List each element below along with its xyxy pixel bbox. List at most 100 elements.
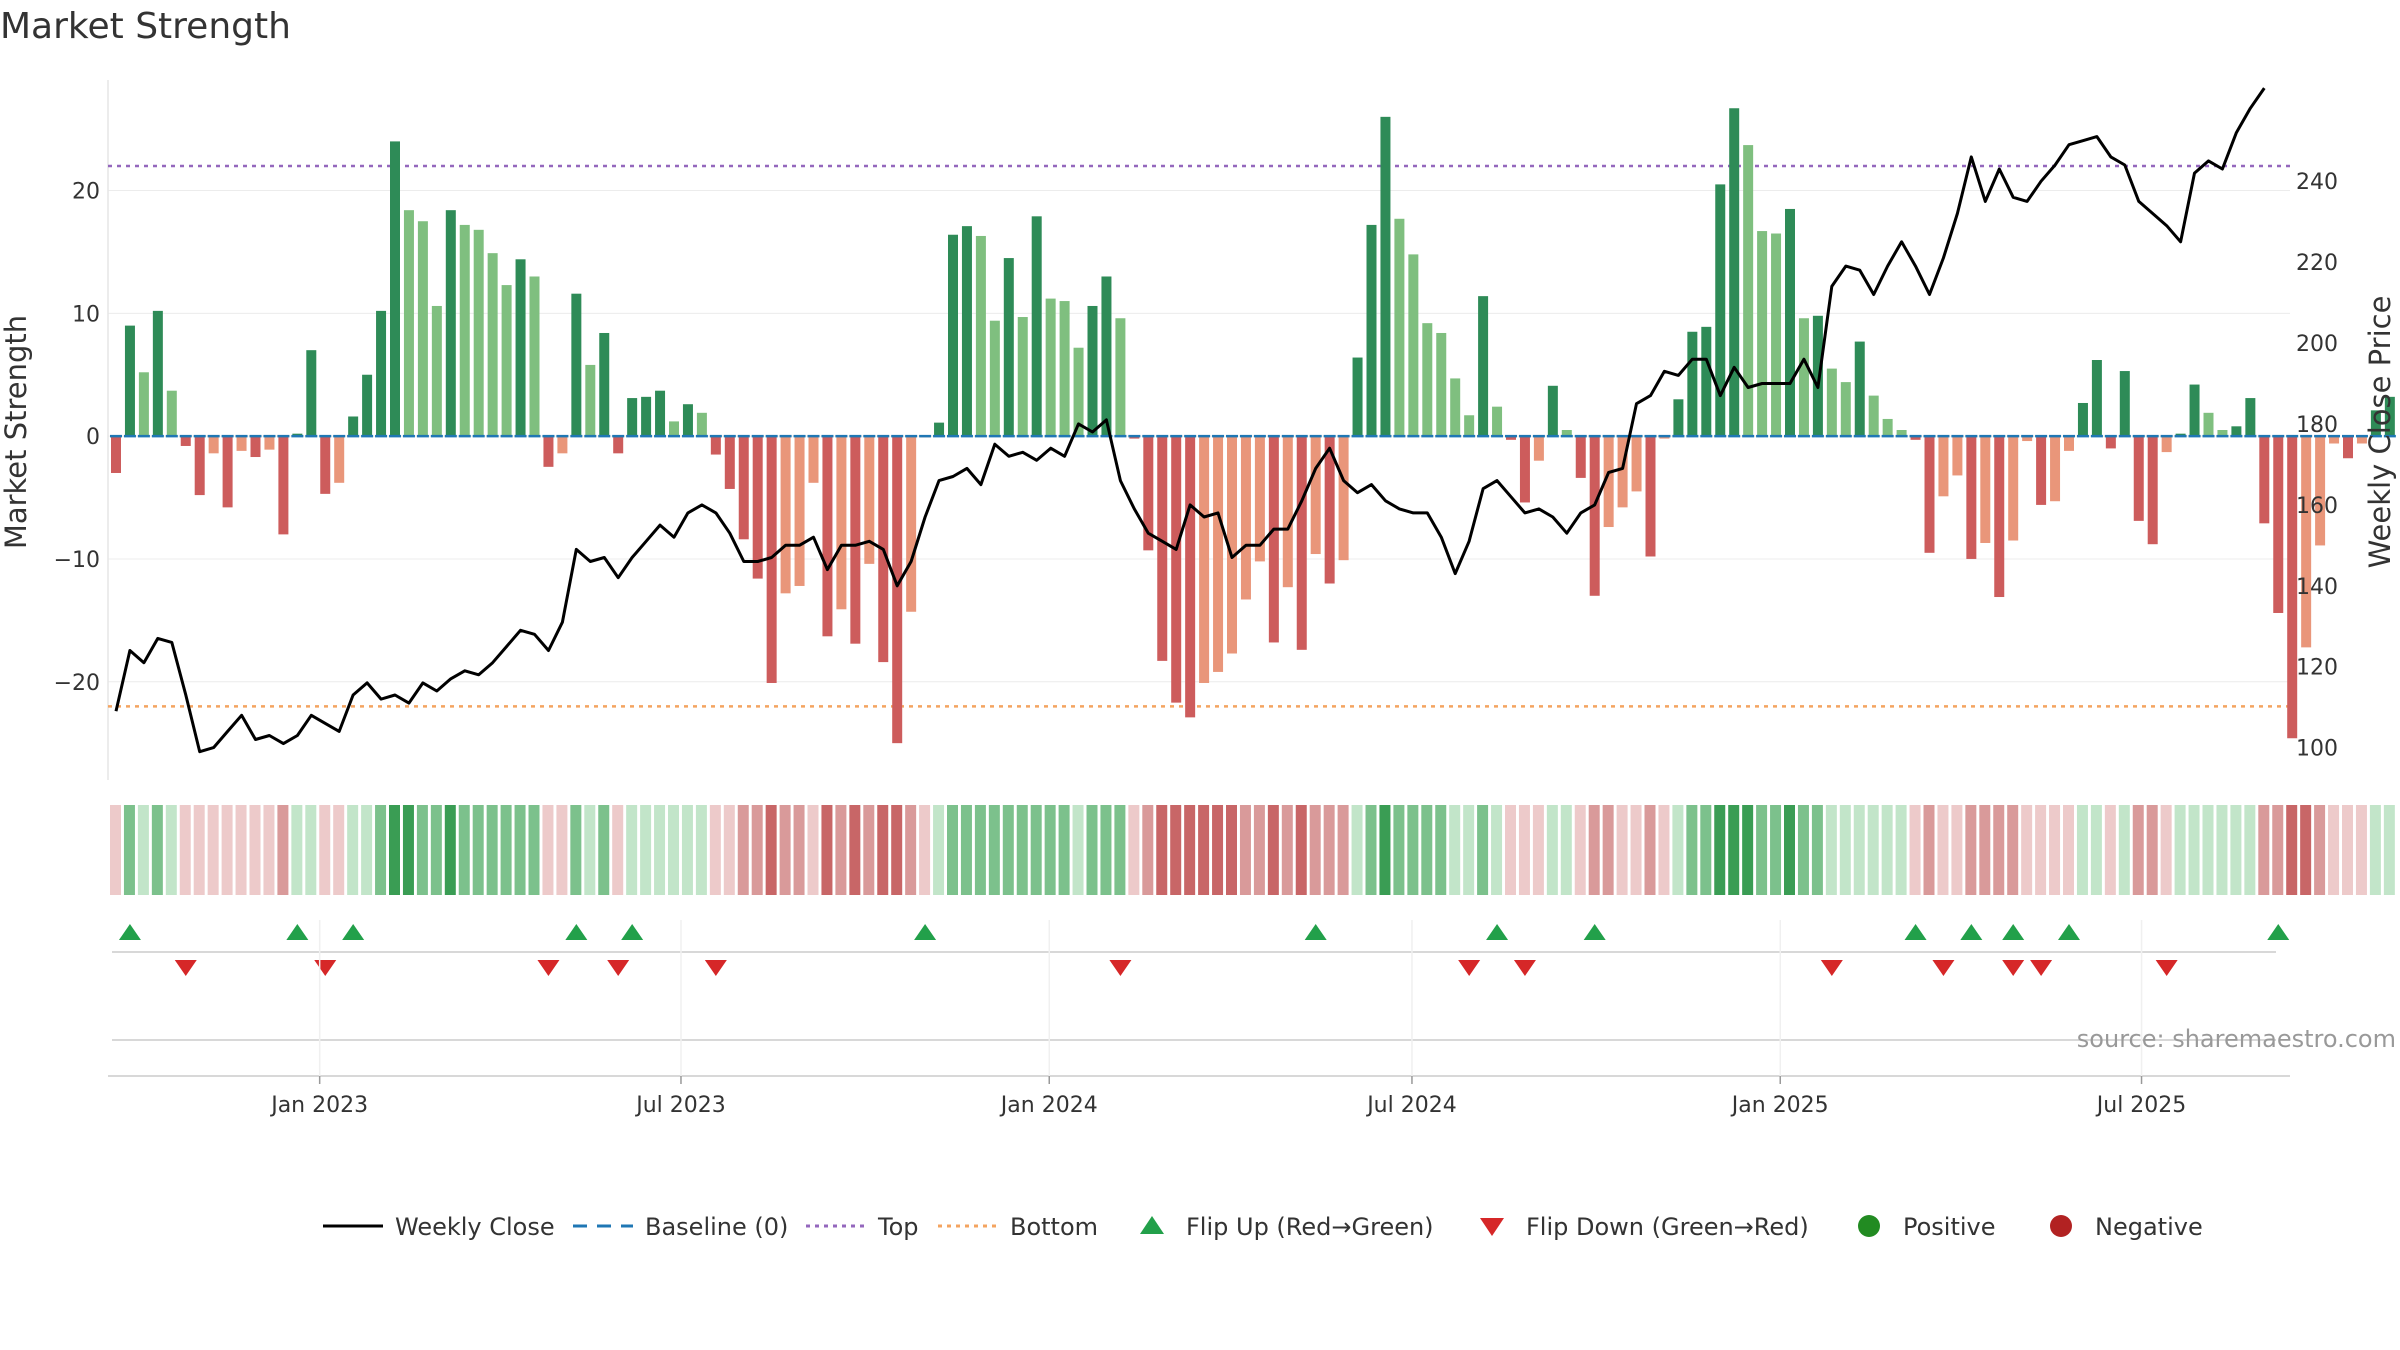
band-cell [416, 805, 429, 895]
band-cell [2174, 805, 2187, 895]
band-cell [1714, 805, 1727, 895]
band-cell [877, 805, 890, 895]
strength-bar [557, 436, 568, 454]
band-cell [528, 805, 541, 895]
band-cell [2118, 805, 2131, 895]
band-cell [584, 805, 597, 895]
band-cell [1658, 805, 1671, 895]
flip-down-marker [2030, 960, 2053, 976]
flip-down-marker [1820, 960, 1843, 976]
band-cell [1881, 805, 1894, 895]
band-cell [2007, 805, 2020, 895]
band-cell [1449, 805, 1462, 895]
source-note: source: sharemaestro.com [2077, 1025, 2396, 1053]
strength-bar [180, 436, 191, 446]
strength-bar [2231, 426, 2242, 437]
flip-up-marker [565, 924, 588, 940]
band-cell [570, 805, 583, 895]
band-cell [974, 805, 987, 895]
strength-bar [1910, 436, 1921, 440]
strength-bar [1896, 430, 1907, 437]
strength-bar [320, 436, 331, 494]
band-cell [249, 805, 262, 895]
flip-down-marker [1513, 960, 1536, 976]
band-cell [1742, 805, 1755, 895]
band-cell [2286, 805, 2299, 895]
strength-bar [1631, 436, 1642, 492]
band-cell [1993, 805, 2006, 895]
band-cell [723, 805, 736, 895]
strength-bar [1254, 436, 1265, 562]
band-cell [905, 805, 918, 895]
band-cell [960, 805, 973, 895]
strength-bar [2329, 436, 2340, 444]
flip-up-marker [1904, 924, 1927, 940]
band-cell [2355, 805, 2368, 895]
strength-bar [738, 436, 749, 540]
y2-tick-label: 180 [2296, 413, 2338, 438]
strength-bar [599, 332, 610, 437]
band-cell [2021, 805, 2034, 895]
band-cell [1267, 805, 1280, 895]
strength-bar [1115, 318, 1126, 437]
band-cell [2090, 805, 2103, 895]
strength-bar [166, 390, 177, 437]
strength-bar [2064, 436, 2074, 451]
strength-bar [390, 141, 400, 437]
band-cell [2104, 805, 2117, 895]
strength-bar [1882, 418, 1893, 437]
strength-bar [348, 416, 359, 437]
strength-bar [975, 235, 986, 437]
band-cell [1351, 805, 1364, 895]
band-cell [1686, 805, 1699, 895]
strength-bar [306, 350, 317, 437]
y2-tick-label: 100 [2296, 737, 2338, 762]
strength-bar [669, 421, 679, 437]
band-cell [1867, 805, 1880, 895]
band-cell [123, 805, 136, 895]
strength-bar [515, 259, 526, 437]
band-cell [402, 805, 415, 895]
flip-down-marker [174, 960, 197, 976]
strength-bar [111, 436, 121, 473]
strength-bars [110, 108, 2396, 744]
band-cell [1435, 805, 1448, 895]
strength-bar [1268, 436, 1279, 643]
strength-bar [1966, 436, 1977, 559]
legend-label: Baseline (0) [645, 1213, 788, 1241]
strength-bar [2119, 371, 2130, 437]
band-cell [500, 805, 513, 895]
strength-bar [1687, 331, 1698, 437]
flip-down-marker [607, 960, 630, 976]
band-cell [765, 805, 778, 895]
band-cell [1253, 805, 1266, 895]
band-cell [305, 805, 318, 895]
band-cell [1616, 805, 1629, 895]
flip-down-marker [1458, 960, 1481, 976]
band-cell [1072, 805, 1085, 895]
band-cell [1923, 805, 1936, 895]
x-tick-label: Jan 2023 [269, 1093, 368, 1118]
flip-down-marker [537, 960, 560, 976]
strength-bar [2161, 436, 2172, 453]
legend-label: Negative [2095, 1213, 2203, 1241]
band-cell [1128, 805, 1141, 895]
strength-bar [1296, 436, 1307, 650]
legend-item: Flip Up (Red→Green) [1140, 1213, 1434, 1241]
band-cell [514, 805, 527, 895]
band-cell [793, 805, 806, 895]
band-cell [1784, 805, 1796, 895]
right-axis-ticks: 240 220 200 180 160 140 120 100 [2296, 170, 2338, 761]
band-cell [1602, 805, 1615, 895]
strength-bar [2315, 436, 2326, 546]
legend-label: Flip Down (Green→Red) [1526, 1213, 1809, 1241]
strength-bar [641, 396, 652, 437]
y-tick-label: 0 [86, 425, 100, 450]
band-cell [1463, 805, 1476, 895]
x-tick-label: Jul 2023 [634, 1093, 726, 1118]
strength-bar [2105, 436, 2116, 449]
strength-bar [1073, 347, 1084, 437]
strength-bar [2301, 436, 2312, 648]
flip-up-marker [1486, 924, 1509, 940]
band-cell [1965, 805, 1978, 895]
